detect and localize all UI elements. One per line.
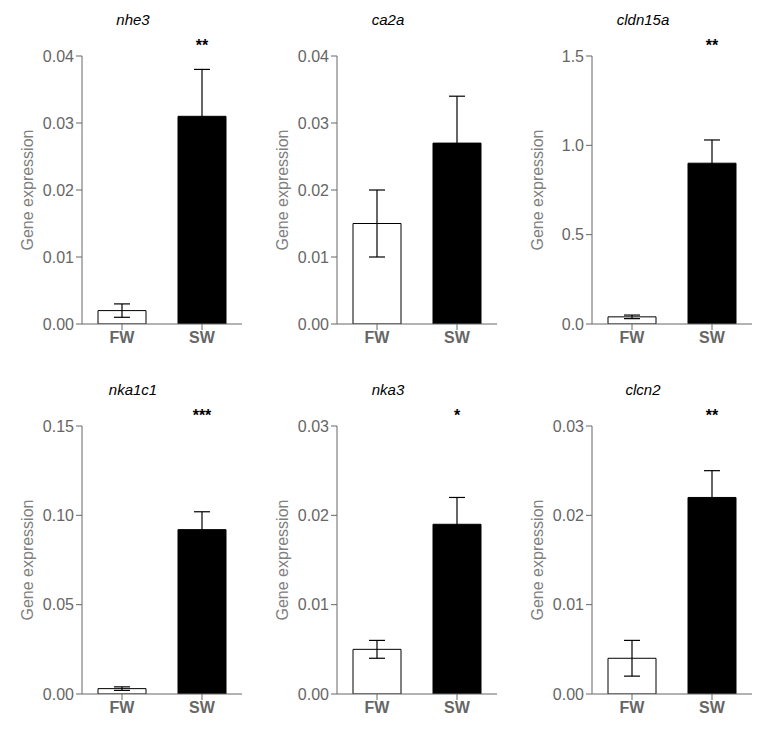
svg-text:0.04: 0.04 bbox=[43, 48, 74, 65]
svg-text:0.00: 0.00 bbox=[553, 686, 584, 703]
svg-text:0.05: 0.05 bbox=[43, 596, 74, 613]
svg-text:Gene expression: Gene expression bbox=[529, 130, 546, 251]
svg-text:SW: SW bbox=[189, 329, 216, 346]
svg-text:SW: SW bbox=[699, 329, 726, 346]
svg-text:0.0: 0.0 bbox=[562, 316, 584, 333]
svg-text:FW: FW bbox=[365, 699, 391, 716]
svg-text:0.00: 0.00 bbox=[43, 316, 74, 333]
svg-text:0.03: 0.03 bbox=[553, 418, 584, 435]
svg-text:SW: SW bbox=[189, 699, 216, 716]
svg-text:0.02: 0.02 bbox=[298, 507, 329, 524]
svg-text:1.5: 1.5 bbox=[562, 48, 584, 65]
svg-text:0.10: 0.10 bbox=[43, 507, 74, 524]
svg-text:0.03: 0.03 bbox=[298, 115, 329, 132]
svg-text:0.01: 0.01 bbox=[43, 249, 74, 266]
svg-text:Gene expression: Gene expression bbox=[19, 130, 36, 251]
svg-text:0.01: 0.01 bbox=[298, 249, 329, 266]
svg-text:0.01: 0.01 bbox=[298, 596, 329, 613]
html-text:nka3: nka3 bbox=[371, 381, 405, 398]
html-text:nhe3: nhe3 bbox=[116, 11, 150, 28]
svg-text:**: ** bbox=[706, 37, 719, 54]
svg-text:***: *** bbox=[193, 407, 212, 424]
svg-text:0.00: 0.00 bbox=[298, 316, 329, 333]
svg-text:**: ** bbox=[706, 407, 719, 424]
svg-text:Gene expression: Gene expression bbox=[274, 500, 291, 621]
html-text:cldn15a: cldn15a bbox=[616, 11, 670, 28]
svg-text:0.15: 0.15 bbox=[43, 418, 74, 435]
svg-text:FW: FW bbox=[110, 329, 136, 346]
svg-text:*: * bbox=[454, 407, 461, 424]
svg-text:0.03: 0.03 bbox=[298, 418, 329, 435]
svg-text:Gene expression: Gene expression bbox=[529, 500, 546, 621]
svg-text:0.04: 0.04 bbox=[298, 48, 329, 65]
svg-text:SW: SW bbox=[444, 699, 471, 716]
svg-text:FW: FW bbox=[365, 329, 391, 346]
svg-text:0.02: 0.02 bbox=[553, 507, 584, 524]
svg-text:Gene expression: Gene expression bbox=[19, 500, 36, 621]
svg-text:FW: FW bbox=[620, 329, 646, 346]
svg-text:0.03: 0.03 bbox=[43, 115, 74, 132]
html-text:ca2a: ca2a bbox=[371, 11, 405, 28]
svg-text:SW: SW bbox=[444, 329, 471, 346]
svg-text:0.02: 0.02 bbox=[43, 182, 74, 199]
svg-text:FW: FW bbox=[110, 699, 136, 716]
html-text:clcn2: clcn2 bbox=[625, 381, 661, 398]
svg-text:0.00: 0.00 bbox=[43, 686, 74, 703]
svg-text:Gene expression: Gene expression bbox=[274, 130, 291, 251]
svg-text:0.01: 0.01 bbox=[553, 596, 584, 613]
html-text:nka1c1: nka1c1 bbox=[108, 381, 158, 398]
svg-text:0.5: 0.5 bbox=[562, 226, 584, 243]
svg-text:1.0: 1.0 bbox=[562, 137, 584, 154]
svg-text:0.00: 0.00 bbox=[298, 686, 329, 703]
svg-text:SW: SW bbox=[699, 699, 726, 716]
svg-text:FW: FW bbox=[620, 699, 646, 716]
svg-text:**: ** bbox=[196, 37, 209, 54]
svg-text:0.02: 0.02 bbox=[298, 182, 329, 199]
